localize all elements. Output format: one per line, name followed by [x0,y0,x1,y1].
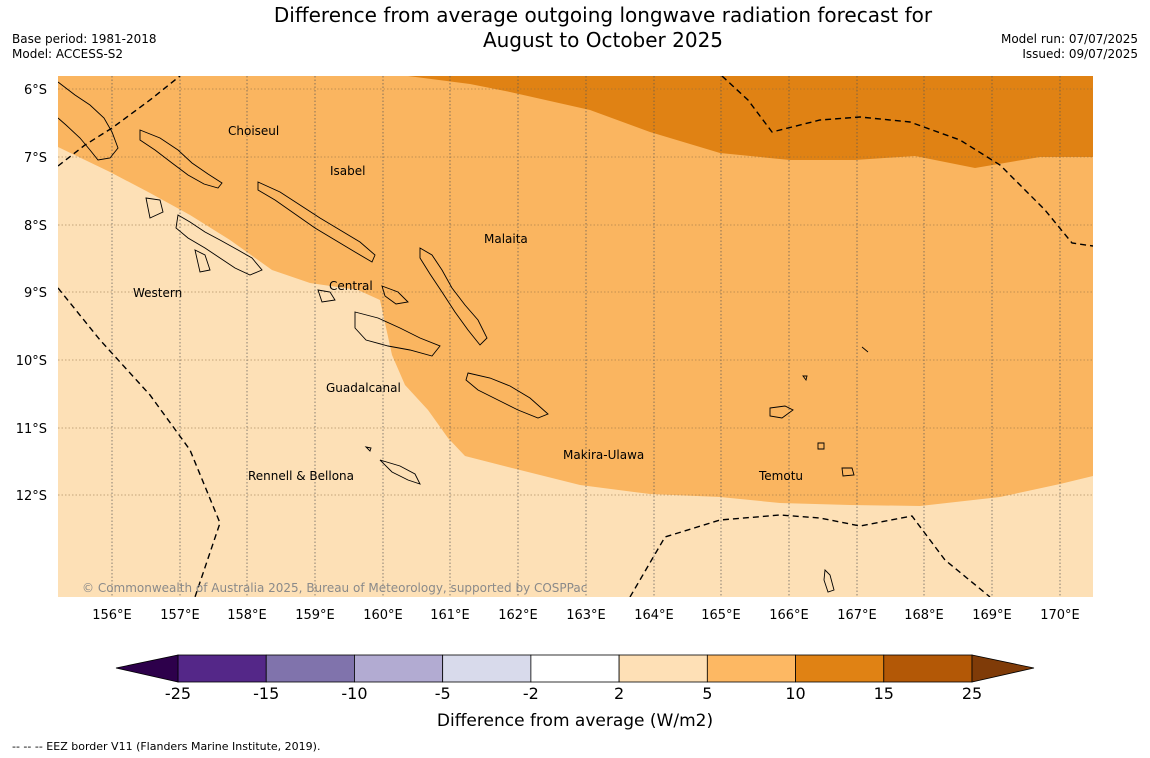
region-western: Western [133,286,182,300]
lon-label: 157°E [160,608,200,623]
issued-date: Issued: 09/07/2025 [1022,47,1138,61]
lon-label: 158°E [227,608,267,623]
colorbar-bin [530,654,620,683]
colorbar-title: Difference from average (W/m2) [437,711,713,731]
region-temotu: Temotu [758,469,803,483]
colorbar-bin [265,654,355,683]
lon-label: 168°E [904,608,944,623]
colorbar-tick-label: -15 [253,684,279,703]
island-santa-cruz [769,405,794,419]
lon-label: 156°E [92,608,132,623]
region-makira: Makira-Ulawa [563,448,644,462]
base-period: Base period: 1981-2018 [12,32,157,46]
colorbar-tick-label: -25 [165,684,191,703]
colorbar-tick-label: 10 [785,684,805,703]
island-vella [145,197,164,219]
island-malaita [419,247,488,346]
island-guadalcanal [354,311,441,357]
model-run: Model run: 07/07/2025 [1000,32,1138,46]
colorbar-bins [177,654,973,683]
eez-footnote: -- -- -- EEZ border V11 (Flanders Marine… [12,740,321,753]
colorbar-over-arrow [971,654,1035,683]
colorbar-bin [883,654,973,683]
lon-label: 169°E [972,608,1012,623]
lon-label: 164°E [634,608,674,623]
eez-borders [58,76,1093,597]
lat-label: 8°S [24,219,47,234]
region-rennell: Rennell & Bellona [248,469,354,483]
island-makira [465,372,549,419]
lon-label: 162°E [498,608,538,623]
meta-left: Base period: 1981-2018 Model: ACCESS-S2 [12,32,157,62]
colorbar-bin [354,654,444,683]
lon-labels: 156°E 157°E 158°E 159°E 160°E 161°E 162°… [92,608,1080,623]
lon-label: 160°E [363,608,403,623]
grid [111,76,1061,597]
region-guadalcanal: Guadalcanal [326,381,401,395]
lon-label: 159°E [295,608,335,623]
colorbar-tick-label: -10 [341,684,367,703]
region-central: Central [329,279,373,293]
colorbar-tick-label: 2 [614,684,624,703]
meta-right: Model run: 07/07/2025 Issued: 09/07/2025 [1001,32,1138,62]
model-name: Model: ACCESS-S2 [12,47,124,61]
zone-dark [408,76,1093,168]
colorbar-bin [706,654,796,683]
lat-labels: 6°S 7°S 8°S 9°S 10°S 11°S 12°S [16,83,47,504]
island-small-1 [823,569,835,593]
island-florida [317,289,336,303]
colorbar-bin [795,654,885,683]
grid-lat [58,88,1093,496]
colorbar-tick-label: -5 [435,684,451,703]
lat-label: 10°S [16,354,47,369]
lat-label: 7°S [24,151,47,166]
map-plot-area: Choiseul Isabel Malaita Western Central … [58,76,1093,597]
island-duff [861,346,869,353]
island-rennell [379,459,421,485]
forecast-map: Choiseul Isabel Malaita Western Central … [16,76,1093,623]
lon-label: 161°E [430,608,470,623]
region-isabel: Isabel [330,164,365,178]
lat-label: 12°S [16,489,47,504]
colorbar-tick-label: 25 [962,684,982,703]
island-choiseul [139,129,223,189]
island-bellona [364,446,372,452]
island-isabel [257,181,376,263]
colorbar-bin [177,654,267,683]
lon-label: 170°E [1040,608,1080,623]
island-bougainville [58,81,119,161]
lon-label: 167°E [837,608,877,623]
region-malaita: Malaita [484,232,528,246]
island-reef [802,375,808,382]
lon-label: 163°E [566,608,606,623]
colorbar-tick-labels: -25 -15 -10 -5 -2 2 5 10 15 25 [165,684,982,703]
region-labels: Choiseul Isabel Malaita Western Central … [133,124,803,483]
zone-mid [58,76,1093,506]
lon-label: 165°E [701,608,741,623]
island-ranongga [194,249,211,273]
lon-label: 166°E [769,608,809,623]
lat-label: 6°S [24,83,47,98]
colorbar-tick-label: -2 [523,684,539,703]
islands [58,81,869,593]
colorbar-tick-label: 5 [702,684,712,703]
colorbar-under-arrow [115,654,179,683]
lat-label: 9°S [24,286,47,301]
title-line-2: August to October 2025 [482,28,724,52]
copyright-notice: © Commonwealth of Australia 2025, Bureau… [82,581,587,595]
island-new-georgia [175,214,263,276]
lat-label: 11°S [16,422,47,437]
island-vanikoro [841,467,855,477]
island-utupua [817,442,825,450]
map-title: Difference from average outgoing longwav… [0,3,1150,53]
island-russell [381,285,409,305]
colorbar-bin [618,654,708,683]
colorbar-tick-label: 15 [874,684,894,703]
title-line-1: Difference from average outgoing longwav… [273,3,933,27]
colorbar-bin [442,654,532,683]
region-choiseul: Choiseul [228,124,279,138]
